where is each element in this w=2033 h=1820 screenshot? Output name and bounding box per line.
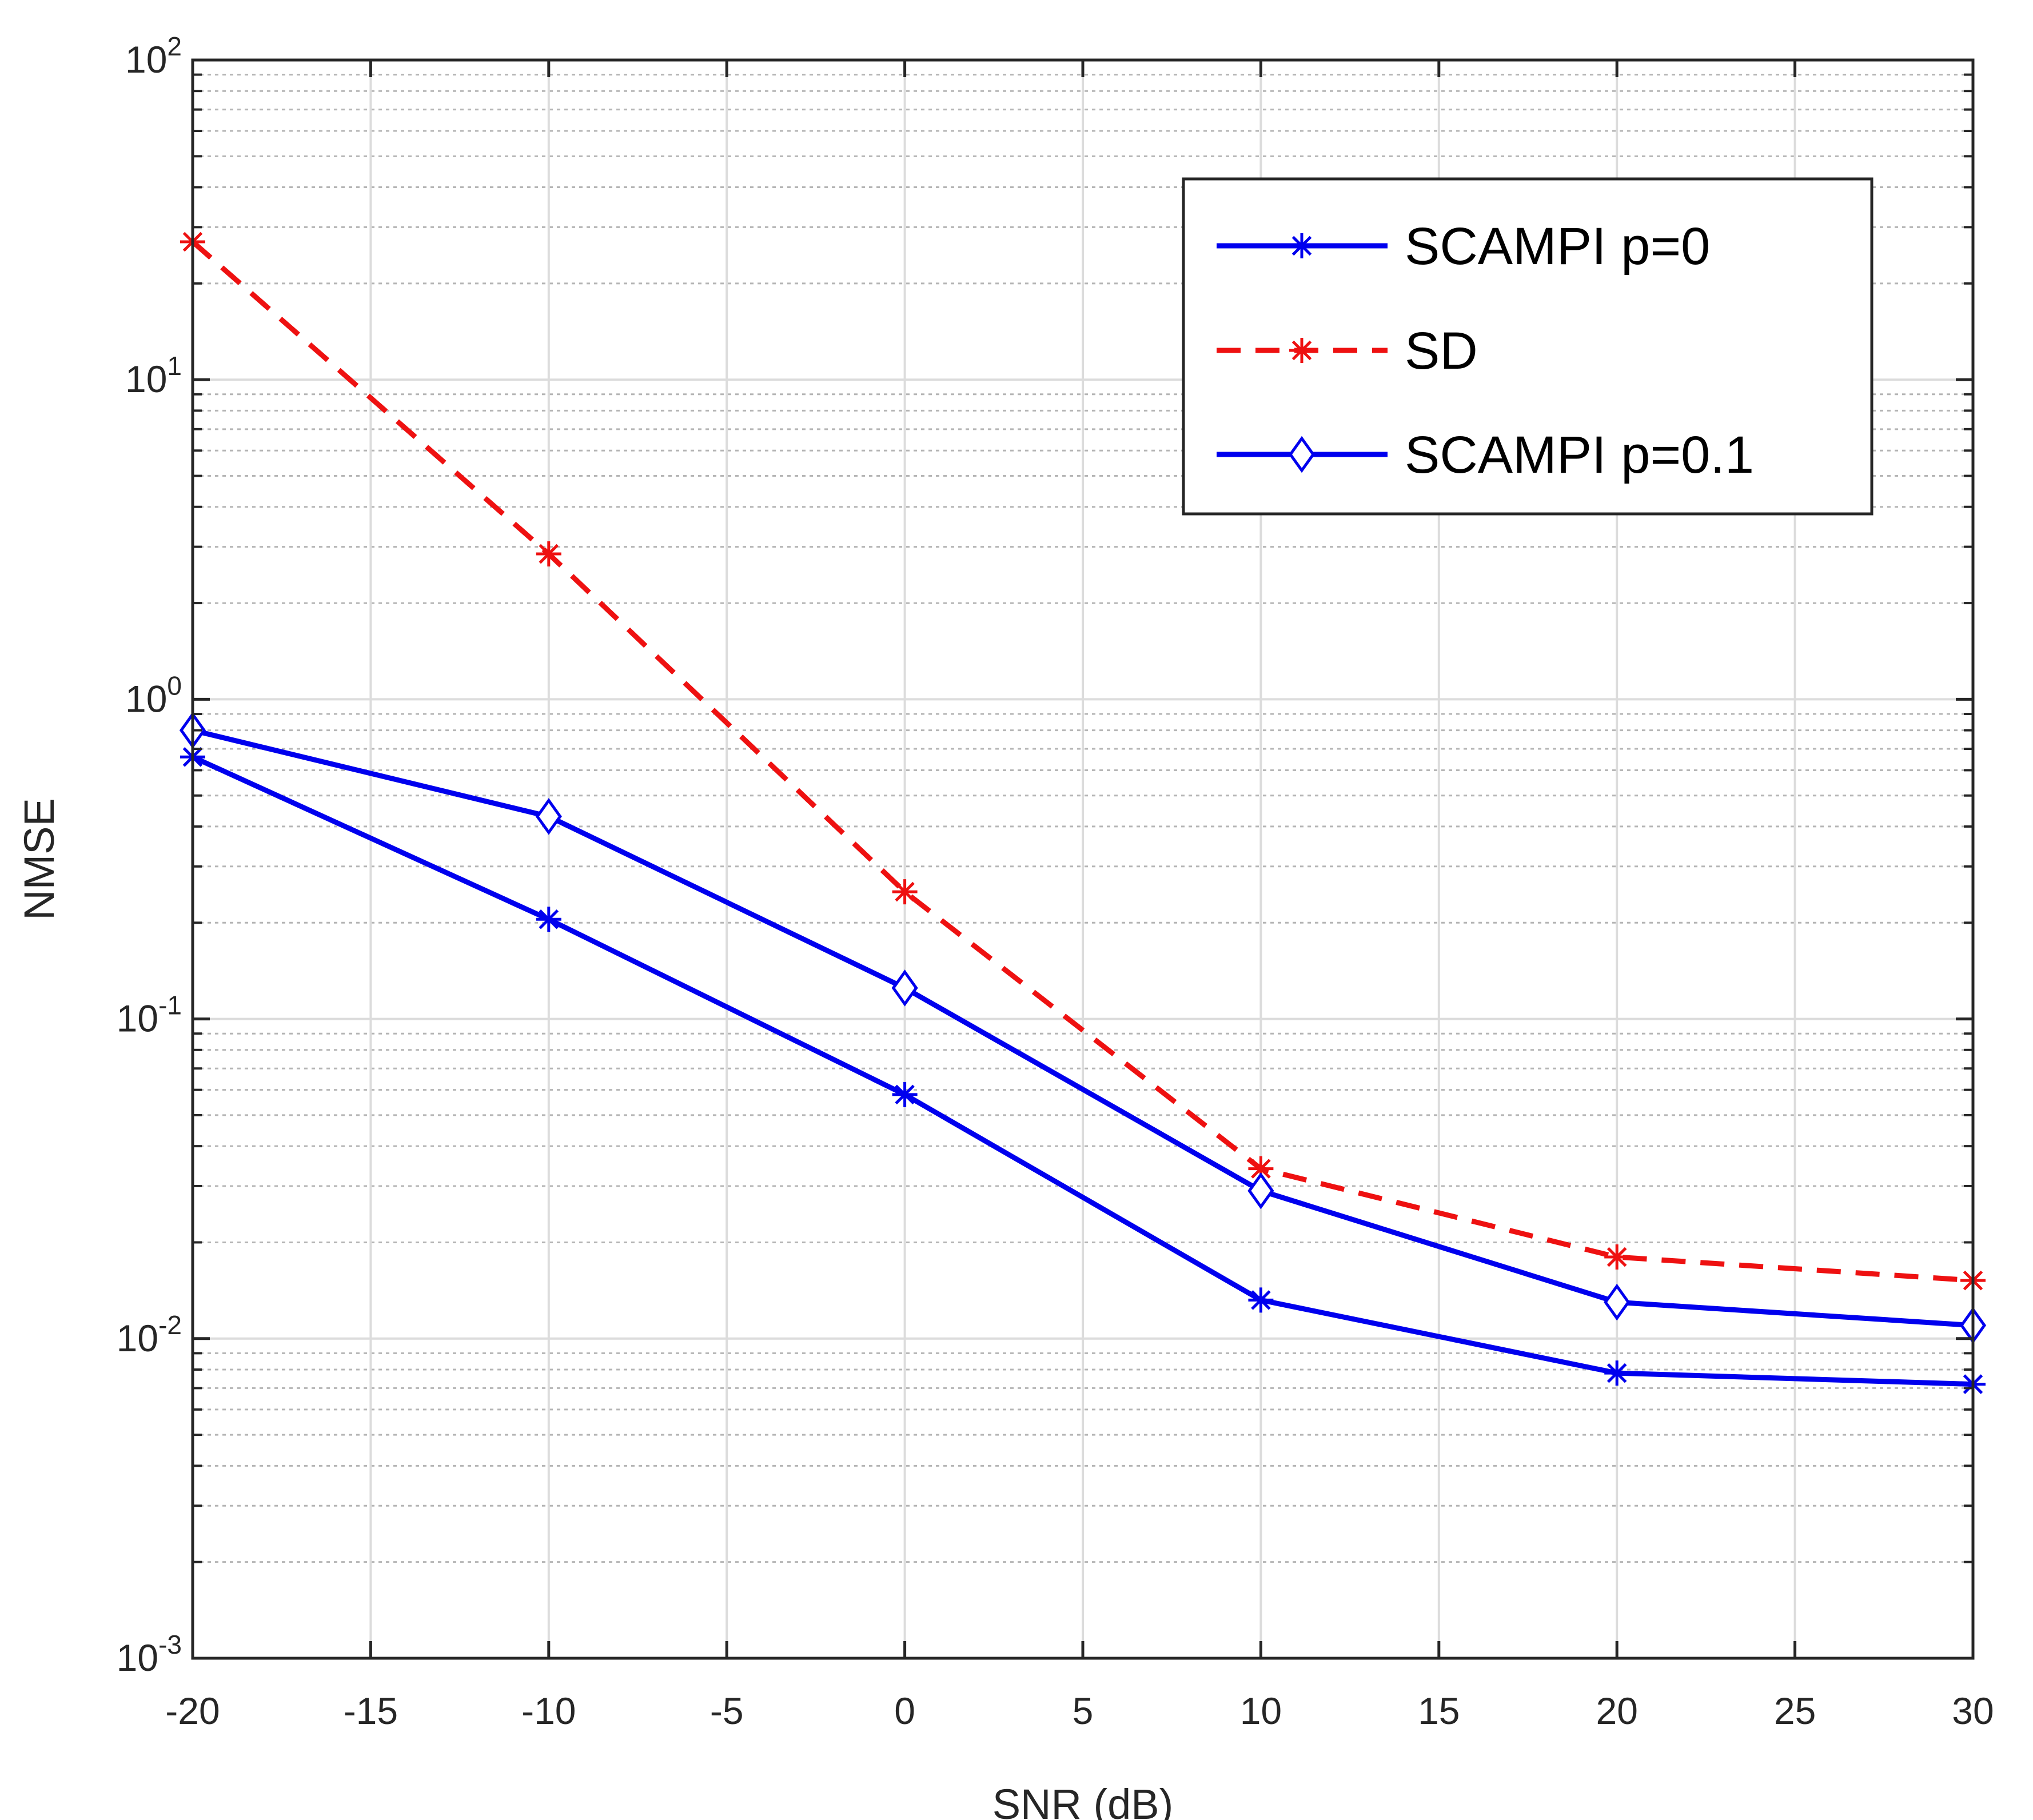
series-line-scampi-p01 (192, 728, 1974, 1328)
x-tick-label: 5 (1073, 1690, 1094, 1732)
legend-label-scampi-p01: SCAMPI p=0.1 (1405, 426, 1754, 484)
data-point-sd (1604, 1244, 1630, 1270)
x-tick-label: -5 (710, 1690, 744, 1732)
data-point-sd (892, 879, 918, 905)
x-tick-label: -15 (344, 1690, 398, 1732)
data-point-scampi-p0 (892, 1081, 918, 1107)
legend: SCAMPI p=0 SD SCAMPI p=0.1 (1182, 177, 1873, 516)
data-series (179, 229, 1987, 1397)
legend-marker-scampi-p01 (1288, 436, 1316, 473)
data-point-scampi-p01 (535, 798, 562, 835)
axis-ticks (191, 58, 1975, 1660)
y-tick-label: 10-1 (117, 991, 182, 1040)
y-tick-label: 102 (125, 31, 182, 81)
legend-samples (1217, 233, 1388, 473)
x-axis-label: SNR (dB) (992, 1781, 1174, 1820)
y-tick-label: 10-2 (117, 1310, 182, 1359)
series-line-scampi-p0 (192, 755, 1974, 1387)
series-line-sd (191, 240, 1974, 1283)
y-tick-label: 100 (125, 670, 182, 720)
legend-label-sd: SD (1405, 322, 1478, 380)
data-point-scampi-p01 (1604, 1283, 1631, 1321)
y-tick-labels: 10-3 10-2 10-1 100 101 102 (117, 31, 182, 1679)
x-tick-label: 20 (1596, 1690, 1637, 1732)
data-point-sd (536, 541, 561, 567)
y-tick-label: 101 (125, 351, 182, 400)
legend-marker-scampi-p0 (1289, 233, 1314, 258)
data-point-scampi-p0 (536, 907, 561, 932)
data-point-scampi-p0 (1604, 1360, 1630, 1386)
x-tick-label: 10 (1240, 1690, 1282, 1732)
x-tick-label: 30 (1952, 1690, 1994, 1732)
y-axis-label: NMSE (15, 798, 63, 920)
x-tick-label: -20 (165, 1690, 220, 1732)
legend-marker-sd (1289, 338, 1314, 363)
x-tick-label: 25 (1774, 1690, 1816, 1732)
y-tick-label: 10-3 (117, 1630, 182, 1679)
data-point-scampi-p01 (891, 969, 918, 1007)
data-point-scampi-p0 (1248, 1287, 1274, 1313)
x-tick-label: -10 (521, 1690, 576, 1732)
x-tick-label: 0 (894, 1690, 915, 1732)
data-point-scampi-p01 (1247, 1172, 1274, 1210)
x-tick-labels: -20 -15 -10 -5 0 5 10 15 20 25 30 (165, 1690, 1994, 1732)
x-tick-label: 15 (1418, 1690, 1460, 1732)
legend-label-scampi-p0: SCAMPI p=0 (1405, 217, 1710, 276)
